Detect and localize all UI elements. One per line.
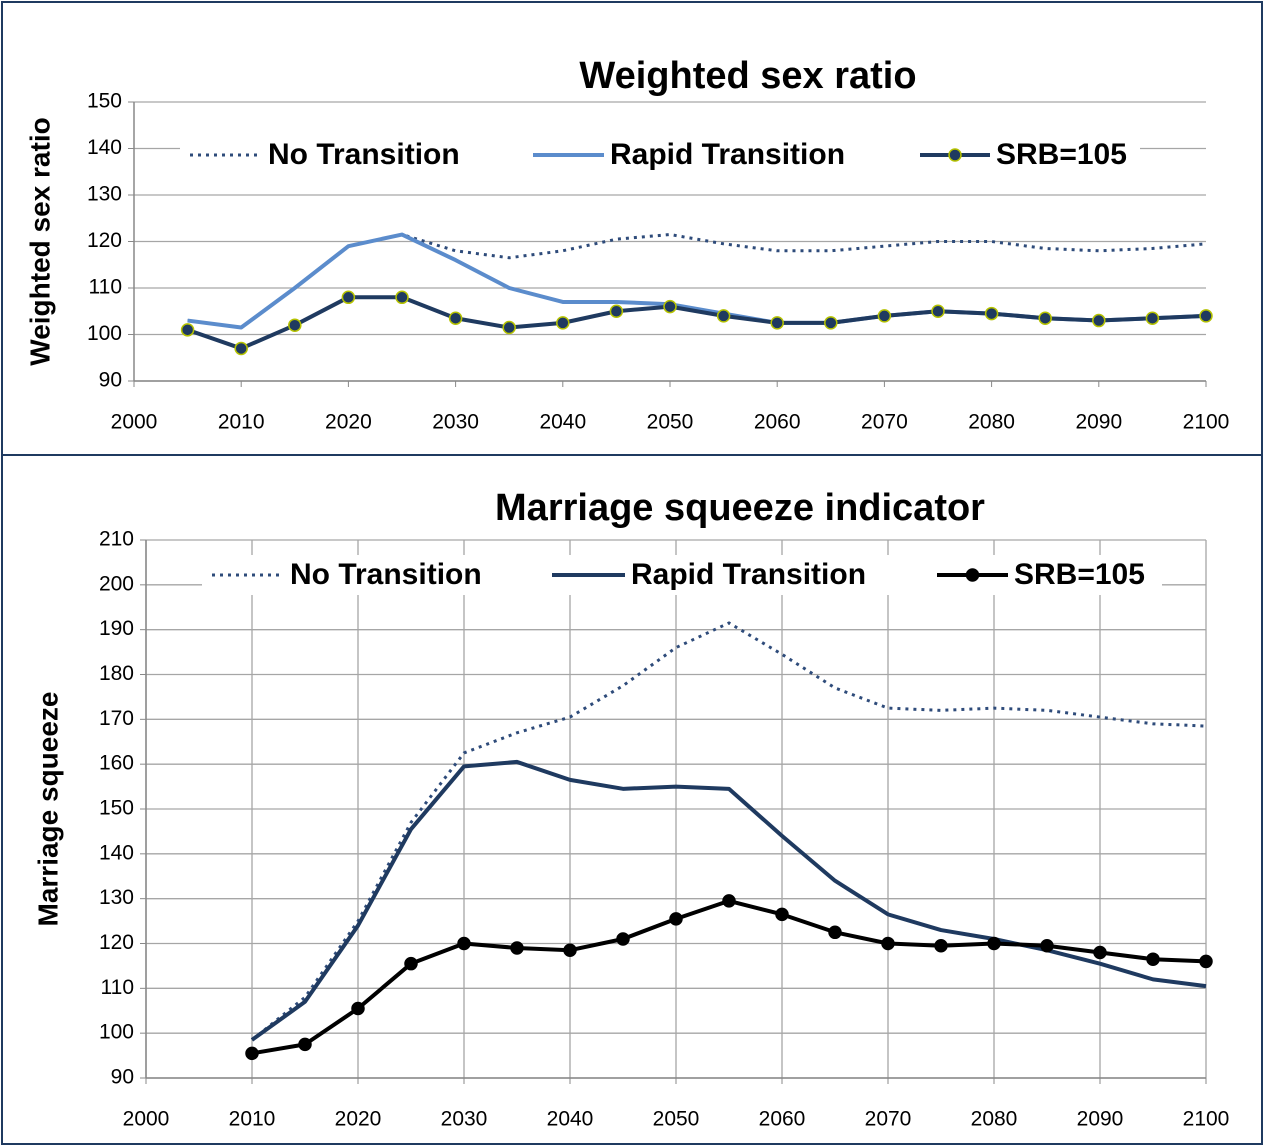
x-tick-label: 2100 bbox=[1183, 411, 1230, 434]
data-point bbox=[556, 316, 570, 330]
data-point bbox=[563, 943, 577, 957]
data-point bbox=[663, 299, 677, 314]
legend-marker bbox=[948, 148, 962, 162]
data-point bbox=[1145, 311, 1160, 325]
x-tick-label: 2090 bbox=[1075, 411, 1122, 434]
y-tick-label: 110 bbox=[89, 276, 122, 299]
y-tick-label: 120 bbox=[87, 229, 122, 252]
y-tick-label: 140 bbox=[87, 136, 122, 159]
data-point bbox=[448, 311, 463, 325]
data-point bbox=[775, 907, 789, 922]
y-tick-label: 130 bbox=[87, 183, 122, 206]
data-point bbox=[824, 316, 838, 330]
x-tick-label: 2030 bbox=[432, 411, 479, 434]
x-tick-label: 2020 bbox=[335, 1108, 382, 1131]
x-tick-label: 2040 bbox=[547, 1108, 594, 1131]
legend-label: Rapid Transition bbox=[631, 558, 866, 591]
y-tick-label: 160 bbox=[99, 752, 134, 775]
y-tick-label: 140 bbox=[99, 841, 134, 864]
y-tick-label: 190 bbox=[99, 617, 134, 640]
chart-title: Marriage squeeze indicator bbox=[495, 487, 985, 529]
data-point bbox=[404, 956, 418, 971]
y-tick-label: 210 bbox=[99, 528, 134, 551]
chart-title: Weighted sex ratio bbox=[579, 55, 916, 97]
y-tick-label: 150 bbox=[99, 797, 134, 820]
legend-label: Rapid Transition bbox=[610, 138, 845, 171]
legend-label: No Transition bbox=[290, 558, 482, 591]
data-point bbox=[288, 318, 302, 332]
data-point bbox=[934, 938, 948, 953]
data-point bbox=[234, 341, 248, 356]
data-point bbox=[828, 925, 842, 940]
data-point bbox=[341, 290, 356, 305]
data-point bbox=[245, 1046, 259, 1061]
data-point bbox=[722, 894, 736, 908]
series-line bbox=[251, 621, 1207, 1042]
x-tick-label: 2080 bbox=[968, 411, 1015, 434]
data-point bbox=[877, 309, 892, 323]
legend-label: SRB=105 bbox=[996, 138, 1127, 171]
y-tick-label: 90 bbox=[99, 369, 122, 392]
data-point bbox=[1199, 954, 1213, 969]
legend-label: SRB=105 bbox=[1014, 558, 1145, 591]
data-point bbox=[716, 309, 731, 323]
data-point bbox=[395, 290, 409, 305]
x-tick-label: 2010 bbox=[218, 411, 265, 434]
x-tick-label: 2000 bbox=[123, 1108, 170, 1131]
data-point bbox=[987, 936, 1001, 951]
y-tick-label: 200 bbox=[99, 572, 134, 595]
y-tick-label: 100 bbox=[87, 322, 122, 345]
data-point bbox=[1146, 952, 1160, 966]
data-point bbox=[351, 1001, 365, 1016]
data-point bbox=[457, 936, 471, 951]
x-tick-label: 2080 bbox=[971, 1108, 1018, 1131]
y-tick-label: 130 bbox=[99, 886, 134, 909]
x-tick-label: 2050 bbox=[653, 1108, 700, 1131]
x-tick-label: 2060 bbox=[759, 1108, 806, 1131]
data-point bbox=[502, 320, 516, 335]
data-point bbox=[669, 912, 683, 926]
legend-marker bbox=[965, 568, 980, 582]
x-tick-label: 2050 bbox=[647, 411, 694, 434]
y-tick-label: 90 bbox=[111, 1066, 134, 1089]
y-axis-label: Marriage squeeze bbox=[32, 692, 63, 927]
data-point bbox=[1199, 309, 1213, 323]
data-point bbox=[1093, 945, 1107, 960]
y-tick-label: 180 bbox=[99, 662, 134, 685]
x-tick-label: 2030 bbox=[441, 1108, 488, 1131]
x-tick-label: 2060 bbox=[754, 411, 801, 434]
x-tick-label: 2070 bbox=[861, 411, 908, 434]
x-tick-label: 2040 bbox=[539, 411, 586, 434]
x-tick-label: 2070 bbox=[865, 1108, 912, 1131]
data-point bbox=[1040, 938, 1054, 953]
data-point bbox=[931, 304, 945, 318]
x-tick-label: 2090 bbox=[1077, 1108, 1124, 1131]
x-tick-label: 2100 bbox=[1183, 1108, 1230, 1131]
data-point bbox=[984, 306, 999, 321]
x-tick-label: 2020 bbox=[325, 411, 372, 434]
y-tick-label: 150 bbox=[87, 90, 122, 113]
data-point bbox=[1038, 311, 1052, 325]
y-tick-label: 100 bbox=[99, 1021, 134, 1044]
data-point bbox=[298, 1037, 312, 1052]
y-axis-label: Weighted sex ratio bbox=[24, 117, 55, 365]
x-tick-label: 2000 bbox=[111, 411, 158, 434]
data-point bbox=[616, 932, 630, 946]
data-point bbox=[881, 936, 895, 951]
series-line bbox=[186, 295, 1207, 351]
y-tick-label: 110 bbox=[101, 976, 134, 999]
y-tick-label: 120 bbox=[99, 931, 134, 954]
y-tick-label: 170 bbox=[99, 707, 134, 730]
data-point bbox=[609, 304, 624, 318]
data-point bbox=[770, 316, 784, 330]
data-point bbox=[510, 941, 524, 955]
data-point bbox=[1092, 313, 1106, 328]
data-point bbox=[180, 323, 195, 337]
legend-label: No Transition bbox=[268, 138, 460, 171]
x-tick-label: 2010 bbox=[229, 1108, 276, 1131]
